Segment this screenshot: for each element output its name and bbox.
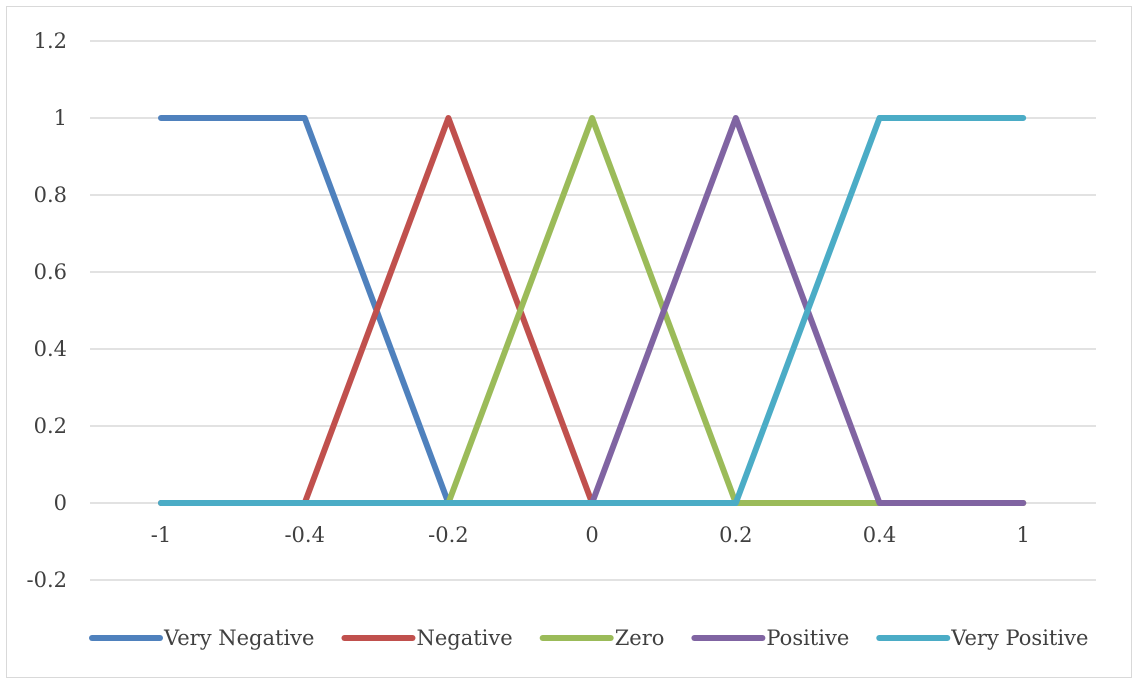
x-tick-label: 0	[585, 523, 598, 547]
y-tick-label: 0	[54, 491, 67, 515]
series-line-very-negative	[158, 115, 1027, 506]
x-tick-label: 1	[1017, 523, 1030, 547]
legend-label: Negative	[416, 626, 512, 650]
legend-item-very-negative: Very Negative	[89, 626, 314, 650]
x-tick-label: 0.4	[863, 523, 896, 547]
y-tick-label: 0.2	[34, 414, 67, 438]
legend-label: Zero	[615, 626, 665, 650]
x-tick-label: 0.2	[719, 523, 752, 547]
legend-item-very-positive: Very Positive	[876, 626, 1088, 650]
x-tick-label: -0.2	[428, 523, 469, 547]
y-axis: -0.2 0 0.2 0.4 0.6 0.8 1 1.2	[27, 29, 68, 592]
y-tick-label: 0.6	[34, 260, 67, 284]
series-line-positive	[158, 115, 1027, 506]
y-tick-label: 0.4	[34, 337, 67, 361]
legend-label: Very Negative	[163, 626, 314, 650]
series-line-zero	[158, 115, 1027, 506]
legend-item-positive: Positive	[691, 626, 849, 650]
x-axis: -1 -0.4 -0.2 0 0.2 0.4 1	[151, 523, 1030, 547]
legend-item-negative: Negative	[341, 626, 513, 650]
series-lines	[158, 115, 1027, 506]
legend: Very Negative Negative Zero Positive Very Po…	[89, 626, 1088, 650]
legend-item-zero: Zero	[539, 626, 665, 650]
x-tick-label: -1	[151, 523, 171, 547]
y-tick-label: -0.2	[27, 568, 68, 592]
legend-label: Very Positive	[950, 626, 1088, 650]
legend-label: Positive	[766, 626, 849, 650]
y-tick-label: 0.8	[34, 183, 67, 207]
y-tick-label: 1	[54, 106, 67, 130]
x-tick-label: -0.4	[284, 523, 325, 547]
y-tick-label: 1.2	[34, 29, 67, 53]
series-line-very-positive	[158, 115, 1027, 506]
series-line-negative	[158, 115, 1027, 506]
